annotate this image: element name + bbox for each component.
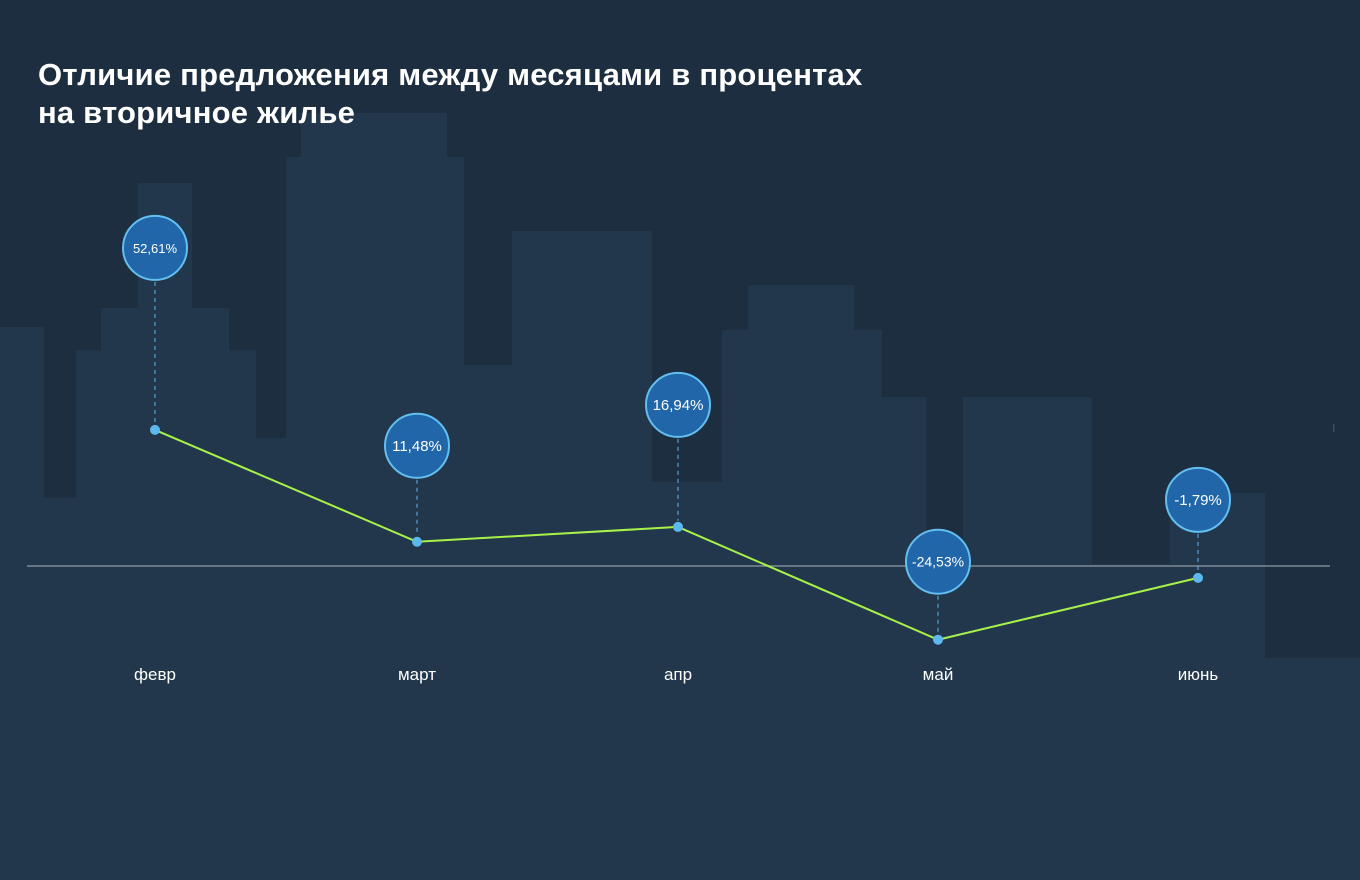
chart-title-line-2: на вторичное жилье bbox=[38, 95, 356, 130]
building bbox=[652, 482, 724, 668]
city-skyline-background bbox=[0, 113, 1360, 880]
data-point bbox=[150, 424, 160, 435]
data-label-bubble bbox=[1165, 466, 1231, 533]
ground-area bbox=[0, 658, 1360, 880]
data-point bbox=[933, 634, 943, 645]
building bbox=[0, 327, 44, 667]
building bbox=[748, 285, 854, 668]
x-tick-label: июнь bbox=[1178, 665, 1219, 684]
chart-title: Отличие предложения между месяцами в про… bbox=[38, 56, 862, 132]
data-label: 11,48% bbox=[392, 438, 442, 455]
x-tick-label: февр bbox=[134, 665, 176, 684]
building bbox=[301, 113, 447, 668]
data-label: -24,53% bbox=[912, 554, 964, 570]
x-tick-label: март bbox=[398, 665, 436, 684]
series-layer: 52,61% 11,48% 16,94% -24,53% -1,79% bbox=[122, 214, 1231, 645]
data-point bbox=[412, 536, 422, 547]
data-label-bubble bbox=[905, 528, 971, 595]
building bbox=[256, 438, 286, 668]
data-label: 16,94% bbox=[653, 397, 704, 414]
x-tick-label: апр bbox=[664, 665, 692, 684]
building-antenna bbox=[1333, 424, 1335, 432]
building bbox=[963, 397, 1092, 668]
x-axis-labels: февр март апр май июнь bbox=[134, 665, 1218, 684]
data-label-bubble bbox=[384, 412, 450, 479]
data-label: 52,61% bbox=[133, 241, 178, 256]
building bbox=[1092, 564, 1172, 668]
building bbox=[464, 365, 514, 668]
building bbox=[880, 397, 926, 668]
data-label: -1,79% bbox=[1174, 492, 1222, 509]
data-label-bubble bbox=[122, 214, 188, 281]
x-tick-label: май bbox=[923, 665, 954, 684]
data-label-bubble bbox=[645, 371, 711, 438]
chart-title-line-1: Отличие предложения между месяцами в про… bbox=[38, 57, 863, 92]
data-point bbox=[1193, 572, 1203, 583]
building bbox=[512, 231, 652, 668]
data-point bbox=[673, 521, 683, 532]
